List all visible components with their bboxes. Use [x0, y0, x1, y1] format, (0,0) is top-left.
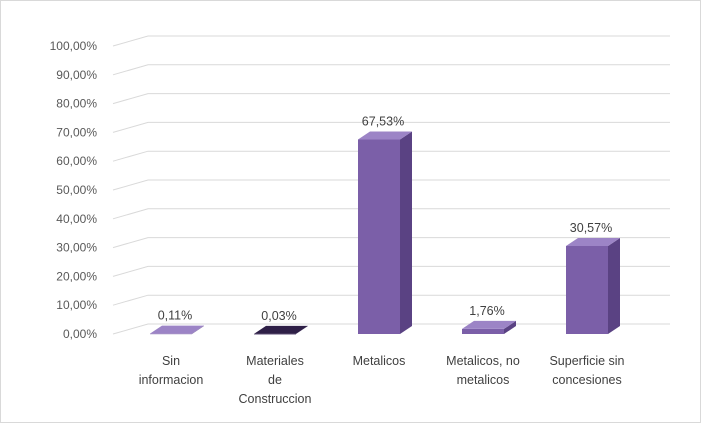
y-tick-label: 20,00%: [56, 269, 97, 283]
gridline: [112, 93, 670, 105]
y-tick-label: 100,00%: [50, 39, 98, 53]
bar-front: [150, 333, 192, 335]
data-label: 1,76%: [469, 304, 504, 318]
bar-top: [150, 325, 204, 334]
data-label: 30,57%: [570, 221, 612, 235]
bar-front: [358, 139, 400, 334]
bar: [150, 325, 204, 335]
bar: [566, 237, 620, 334]
bar-side: [192, 325, 204, 334]
bar-side: [504, 320, 516, 334]
bar-front: [254, 333, 296, 335]
gridlines: [112, 35, 670, 335]
y-tick-label: 90,00%: [56, 68, 97, 82]
gridline: [112, 64, 670, 76]
category-label: Metalicos: [353, 354, 406, 368]
gridline: [112, 208, 670, 220]
gridline: [112, 35, 670, 47]
bar: [462, 320, 516, 334]
data-label: 0,11%: [158, 309, 193, 323]
data-label: 0,03%: [261, 309, 296, 323]
category-label: Sin informacion: [139, 354, 204, 387]
bar: [254, 325, 308, 335]
gridline: [112, 179, 670, 191]
gridline: [112, 237, 670, 249]
bar-front: [566, 245, 608, 334]
bar-top: [566, 237, 620, 246]
category-label: Superficie sin concesiones: [549, 354, 624, 387]
bar-side: [400, 131, 412, 334]
bar-side: [608, 237, 620, 334]
gridline: [112, 265, 670, 277]
y-tick-label: 10,00%: [56, 298, 97, 312]
bar-side: [296, 325, 308, 334]
y-tick-label: 0,00%: [63, 327, 97, 341]
data-label: 67,53%: [362, 115, 404, 129]
gridline: [112, 121, 670, 133]
y-tick-label: 80,00%: [56, 97, 97, 111]
gridline: [112, 150, 670, 162]
y-axis-ticks: 0,00% 10,00% 20,00% 30,00% 40,00% 50,00% 60,00…: [50, 39, 98, 341]
y-tick-label: 40,00%: [56, 212, 97, 226]
category-label: Materiales de Construccion: [239, 354, 312, 406]
x-axis-categories: Sin informacion Materiales de Construccion Me…: [139, 354, 625, 406]
y-tick-label: 30,00%: [56, 241, 97, 255]
gridline: [112, 294, 670, 306]
y-tick-label: 50,00%: [56, 183, 97, 197]
bar-front: [462, 328, 504, 334]
bar: [358, 131, 412, 334]
y-tick-label: 60,00%: [56, 154, 97, 168]
category-label: Metalicos, no metalicos: [446, 354, 520, 387]
y-tick-label: 70,00%: [56, 125, 97, 139]
bar-top: [254, 325, 308, 334]
bars: [150, 131, 620, 335]
bar-top: [358, 131, 412, 140]
bar-top: [462, 320, 516, 329]
data-labels: 0,11% 0,03% 67,53% 1,76% 30,57%: [158, 115, 612, 323]
